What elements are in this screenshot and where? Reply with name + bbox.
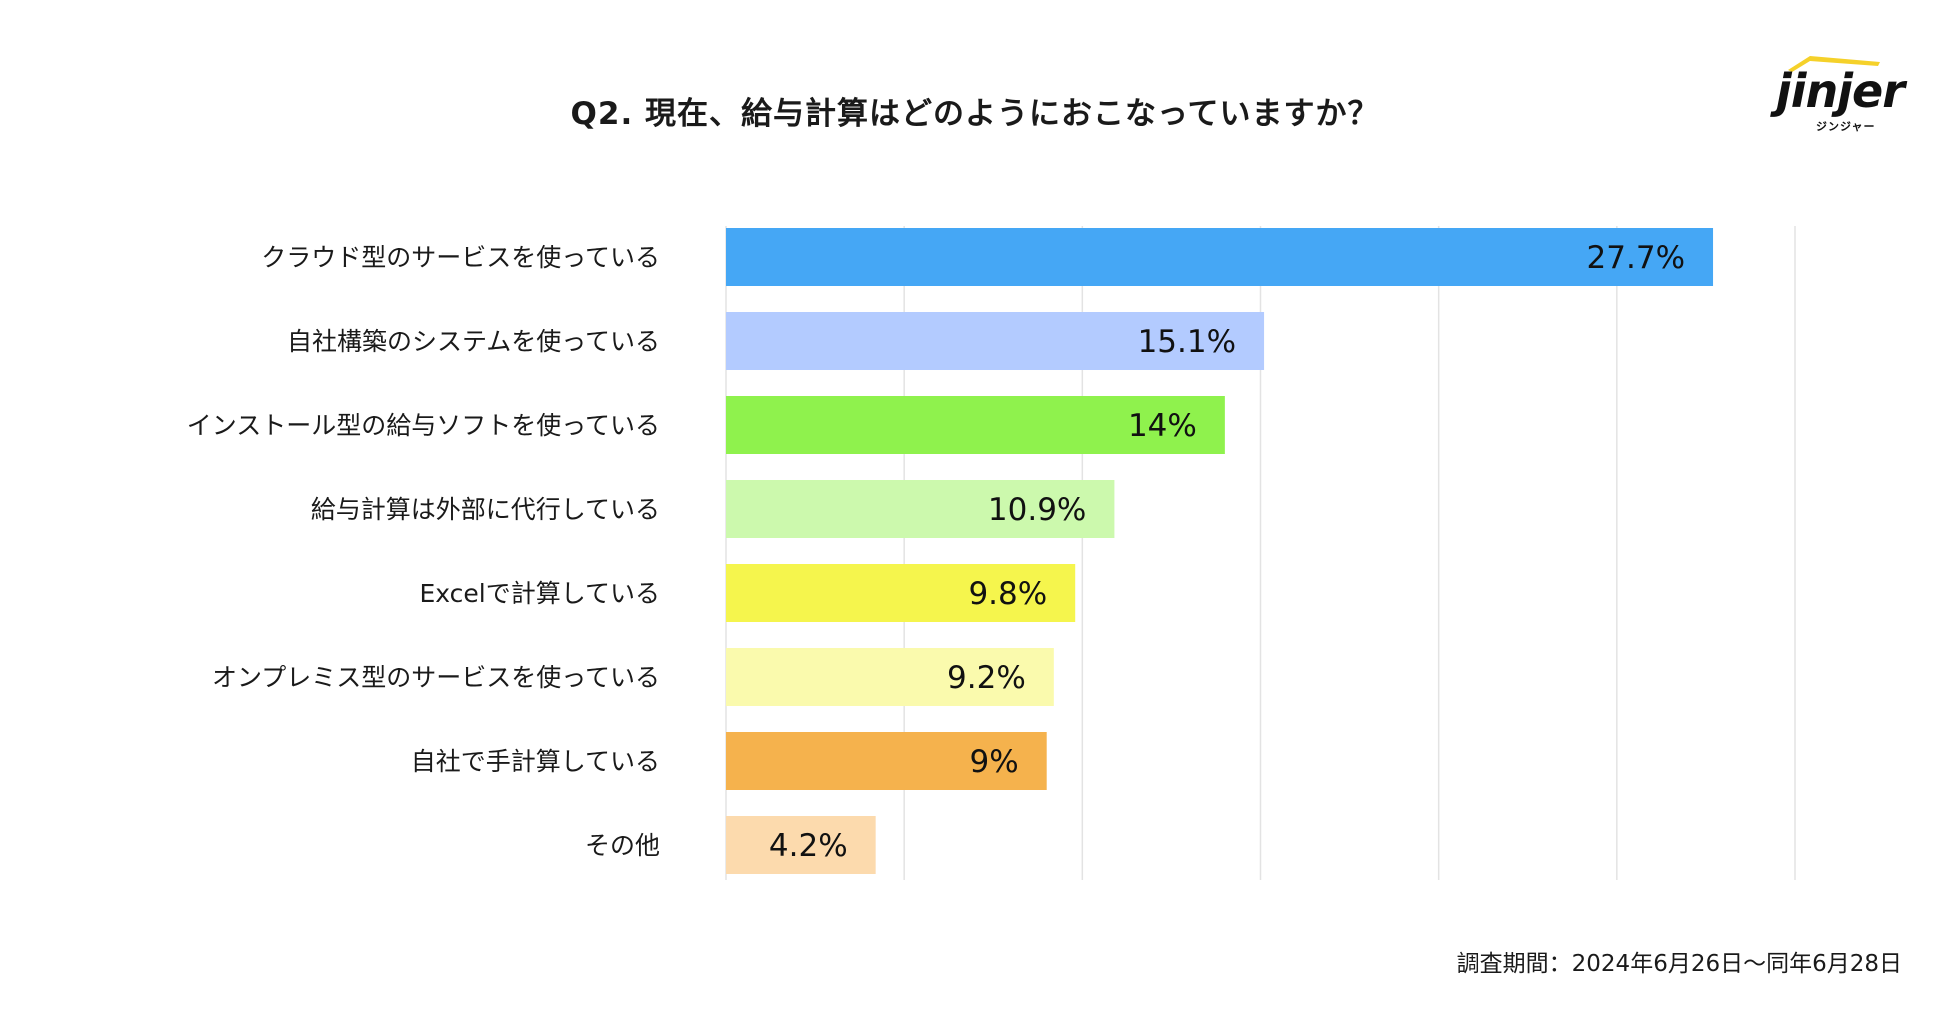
category-label-1: 自社構築のシステムを使っている [287, 327, 660, 356]
bar-1 [726, 312, 1265, 370]
value-labels: 27.7% 15.1% 14% 10.9% 9.8% 9.2% 9% 4.2% [769, 240, 1685, 864]
value-label-6: 9% [970, 744, 1019, 780]
category-label-0: クラウド型のサービスを使っている [261, 243, 660, 272]
logo-roof-icon [1788, 56, 1880, 72]
value-label-0: 27.7% [1587, 240, 1685, 276]
value-label-2: 14% [1128, 408, 1197, 444]
category-label-3: 給与計算は外部に代行している [311, 495, 660, 524]
category-labels: クラウド型のサービスを使っている自社構築のシステムを使っているインストール型の給… [187, 243, 660, 860]
category-label-5: オンプレミス型のサービスを使っている [212, 663, 660, 692]
category-label-7: その他 [585, 831, 660, 860]
bars [726, 228, 1714, 874]
survey-period-note: 調査期間：2024年6月26日〜同年6月28日 [1456, 951, 1902, 977]
bar-4 [726, 564, 1076, 622]
category-label-4: Excelで計算している [420, 579, 660, 608]
logo-subtitle: ジンジャー [1816, 120, 1876, 133]
bar-0 [726, 228, 1714, 286]
value-label-4: 9.8% [968, 576, 1047, 612]
value-label-3: 10.9% [988, 492, 1086, 528]
category-label-6: 自社で手計算している [411, 747, 660, 776]
chart-title: Q2. 現在、給与計算はどのようにおこなっていますか？ [570, 96, 1380, 132]
value-label-5: 9.2% [947, 660, 1026, 696]
bar-5 [726, 648, 1054, 706]
bar-7 [726, 816, 876, 874]
bar-3 [726, 480, 1115, 538]
value-label-1: 15.1% [1138, 324, 1236, 360]
bar-2 [726, 396, 1225, 454]
category-label-2: インストール型の給与ソフトを使っている [187, 411, 660, 440]
value-label-7: 4.2% [769, 828, 848, 864]
logo-wordmark: jinjer [1776, 64, 1905, 118]
bar-6 [726, 732, 1047, 790]
jinjer-logo: jinjer ジンジャー [1770, 50, 1920, 140]
